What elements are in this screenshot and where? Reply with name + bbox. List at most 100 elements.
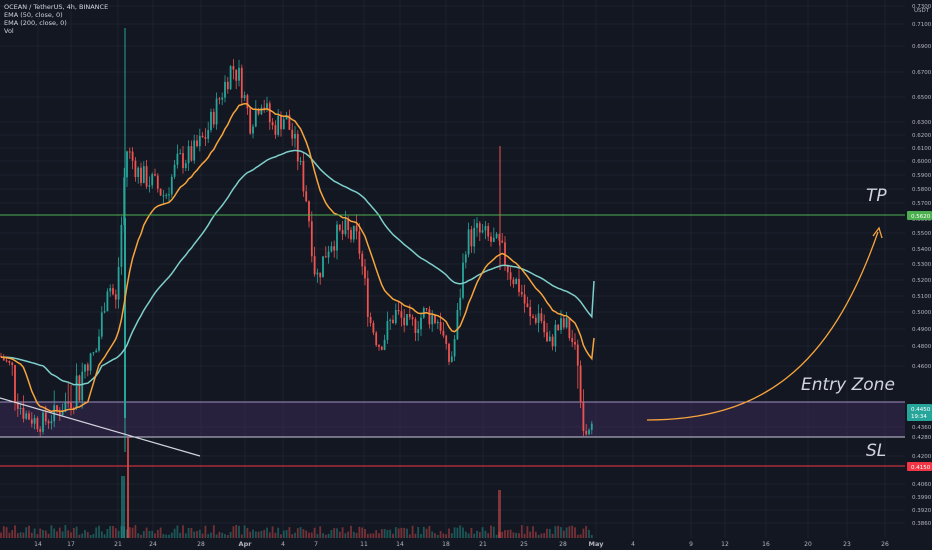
time-axis[interactable]: 14 17 21 24 28 Apr 4 7 11 14 18 21 25 28 May 4 9 12 16 20 23… [34,540,889,548]
time-tick-label: 11 [360,541,368,548]
volume-bar [156,529,159,538]
candle-body [134,160,137,178]
candle-body [103,311,106,313]
spike-body [124,218,126,418]
candle-body [123,177,126,225]
price-tick-label: 0.3920 [912,508,932,514]
volume-bar [165,534,168,538]
candle-body [92,352,95,354]
candle-body [534,317,537,323]
volume-bar [235,525,238,538]
volume-bar [198,529,201,538]
volume-bar [5,527,8,538]
candle-body [196,140,198,147]
price-tick-label: 0.5800 [912,187,932,193]
volume-bar [506,530,509,538]
volume-bar [246,527,249,538]
price-tick-label: 0.4280 [912,435,932,441]
candle-body [302,160,305,192]
candle-body [61,411,64,416]
candle-body [389,319,392,321]
candle-body [252,126,254,134]
volume-bar [434,533,436,538]
volume-bar [470,527,473,538]
candle-body [548,336,551,342]
candle-body [33,418,36,424]
time-tick-label: Apr [239,540,253,548]
candle-body [240,67,243,98]
volume-bar [319,526,322,538]
candle-body [274,125,277,135]
volume-bar [170,532,173,538]
candle-body [333,246,336,251]
current-price-tag-countdown: 19:34 [911,414,927,420]
volume-bar [495,534,498,538]
volume-bar [338,531,341,538]
volume-bar [64,525,67,538]
volume-bar [456,527,459,538]
volume-bar [109,525,112,538]
volume-bar [406,528,408,538]
volume-bar [196,531,198,538]
candle-body [364,266,366,279]
candle-body [310,221,313,257]
candle-body [78,375,81,401]
volume-bar [431,531,434,538]
volume-bar [487,533,490,538]
candle-body [554,324,557,347]
candle-body [154,174,156,176]
tp-price-tag-bg [907,211,932,220]
candle-body [30,419,33,424]
candle-body [254,109,257,127]
volume-bar [397,528,400,538]
volume-bar [260,530,263,538]
volume-legend[interactable]: Vol [4,27,14,35]
volume-bar [103,534,106,538]
candle-body [397,309,400,312]
symbol-title[interactable]: OCEAN / TetherUS, 4h, BINANCE [4,3,109,11]
volume-bar [352,531,355,538]
volume-bar [128,527,131,538]
sl-price-tag-bg [907,462,932,471]
candle-body [590,423,593,430]
candle-body [95,350,98,353]
ema50-legend[interactable]: EMA (50, close, 0) [4,11,63,19]
candle-body [109,288,112,292]
candle-body [215,98,218,125]
volume-bar [442,533,445,538]
volume-bar [134,525,137,538]
volume-bar [19,532,22,538]
time-tick-label: 26 [881,541,889,548]
volume-bar [33,528,36,538]
volume-bar [252,529,254,538]
time-tick-label: 16 [762,541,770,548]
ema200-legend[interactable]: EMA (200, close, 0) [4,19,67,27]
price-tick-label: 0.3860 [912,521,932,527]
candle-body [294,133,296,139]
candle-body [8,360,11,363]
volume-bar [296,528,299,538]
candle-body [148,185,151,187]
time-tick-label: 14 [34,541,42,548]
ema-lines [0,102,595,413]
volume-bar [548,528,551,538]
candle-body [436,322,439,324]
time-tick-label: 4 [631,541,635,548]
candle-body [509,272,512,280]
volume-bar [182,525,184,538]
candle-body [476,223,478,228]
volume-bar [532,526,534,538]
candle-body [126,151,128,178]
candle-body [263,107,266,109]
volume-bar [310,532,313,538]
candle-body [529,306,532,317]
candle-body [487,226,490,237]
candle-body [243,95,246,98]
candle-body [560,318,562,331]
volume-bar [425,528,428,538]
volume-bar [392,533,394,538]
volume-bar [344,533,347,538]
volume-bar [173,528,176,538]
candle-body [170,176,173,195]
